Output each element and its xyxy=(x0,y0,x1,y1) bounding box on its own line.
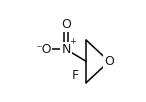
Text: N: N xyxy=(61,43,71,56)
Text: +: + xyxy=(69,37,76,46)
Text: O: O xyxy=(61,18,71,31)
Text: F: F xyxy=(72,69,79,82)
Text: ⁻O: ⁻O xyxy=(35,43,51,56)
Text: O: O xyxy=(104,55,114,68)
